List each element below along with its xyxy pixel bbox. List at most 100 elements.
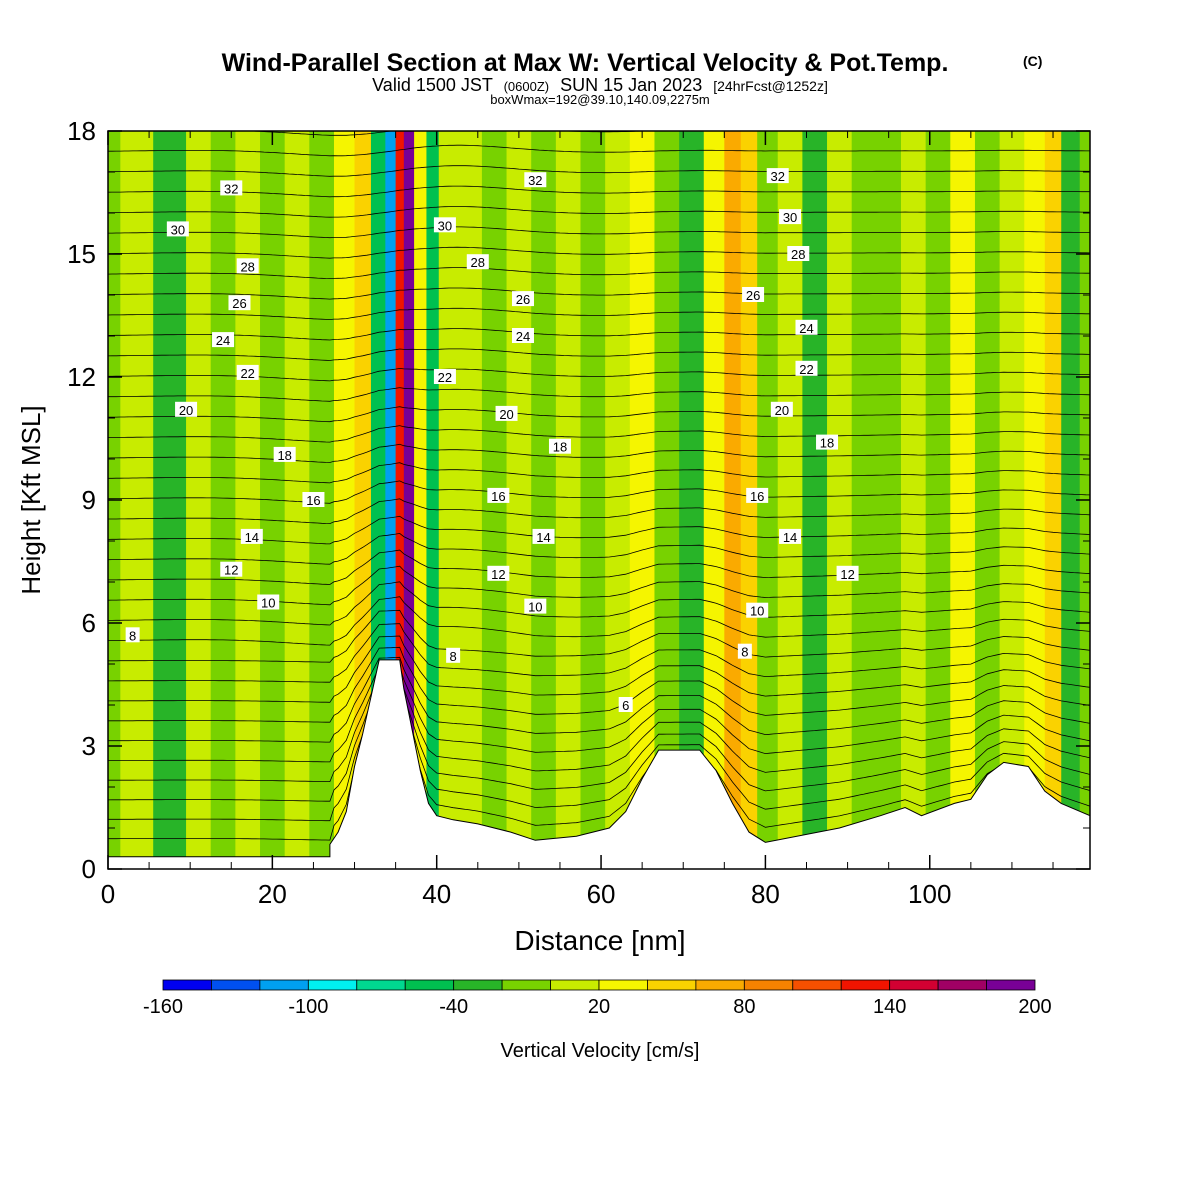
colorbar-swatch	[404, 979, 455, 991]
contour-label-text: 24	[799, 321, 813, 336]
contour-label: 14	[240, 528, 263, 545]
potential-temperature-contours	[108, 131, 1090, 841]
contour-label-text: 10	[528, 600, 542, 615]
contour-label-bg	[487, 487, 510, 503]
velocity-column	[438, 131, 458, 869]
contour-label-bg	[836, 565, 859, 581]
contour-label-bg	[795, 319, 818, 335]
colorbar-swatch	[162, 979, 212, 991]
copyright-mark: (C)	[1023, 53, 1042, 69]
contour-label-bg	[511, 328, 534, 343]
contour-label-bg	[524, 172, 547, 188]
contour-label-text: 30	[171, 222, 185, 237]
contour-label: 14	[779, 528, 802, 545]
velocity-column	[876, 131, 902, 869]
velocity-column	[506, 131, 532, 869]
contour-label-text: 8	[129, 628, 136, 643]
contour-label-bg	[787, 246, 810, 261]
contour-label-bg	[220, 180, 243, 196]
theta-contour-line	[108, 406, 1090, 423]
contour-label-text: 22	[799, 362, 813, 377]
contour-label: 28	[466, 254, 489, 270]
theta-contour-line	[108, 532, 1090, 565]
velocity-column	[777, 131, 803, 869]
colorbar-tick-label: 140	[873, 996, 906, 1018]
theta-contour-line	[108, 144, 1090, 157]
contour-label-text: 30	[783, 210, 797, 225]
contour-label-text: 26	[516, 292, 530, 307]
colorbar-tick-label: -160	[143, 996, 183, 1018]
colorbar-swatch	[211, 979, 261, 991]
y-tick-label: 12	[67, 362, 96, 392]
velocity-column	[654, 131, 680, 869]
theta-contour-line	[108, 515, 1090, 545]
velocity-column	[235, 131, 261, 869]
velocity-column	[629, 131, 655, 869]
contour-label-bg	[795, 360, 818, 376]
colorbar-swatch	[307, 979, 358, 991]
contour-label-bg	[166, 221, 189, 237]
contour-label: 20	[495, 405, 518, 422]
contour-label-bg	[495, 405, 518, 421]
contour-label: 18	[548, 438, 571, 455]
contour-label-bg	[779, 209, 802, 225]
contour-label: 16	[302, 492, 325, 508]
theta-contour-line	[108, 498, 1090, 525]
contour-label-bg	[175, 401, 198, 417]
contour-label-bg	[257, 594, 280, 610]
theta-contour-line	[108, 646, 1090, 723]
theta-contour-line	[108, 681, 1090, 822]
contour-label-bg	[220, 561, 243, 577]
colorbar-swatch	[259, 979, 309, 991]
contour-label-text: 12	[491, 567, 505, 582]
theta-contour-line	[108, 609, 1090, 663]
contour-label-text: 28	[240, 259, 254, 274]
contour-label-bg	[779, 528, 802, 544]
contour-label: 18	[816, 434, 839, 451]
contour-label-bg	[433, 217, 456, 233]
theta-contour-line	[108, 425, 1090, 443]
velocity-column	[580, 131, 606, 869]
velocity-column	[703, 131, 725, 869]
contour-label: 18	[273, 446, 296, 463]
theta-contour-line	[108, 287, 1090, 300]
plot-area	[108, 131, 1090, 869]
theta-contour-line	[108, 549, 1090, 585]
contour-label-text: 20	[775, 403, 789, 418]
velocity-column	[802, 131, 828, 869]
y-tick-label: 18	[67, 116, 96, 146]
contour-label: 12	[487, 565, 510, 582]
contour-label: 16	[487, 487, 510, 504]
contour-label-text: 18	[820, 436, 834, 451]
velocity-column	[403, 131, 415, 869]
theta-contour-line	[108, 635, 1090, 703]
theta-contour-line	[108, 462, 1090, 484]
contour-label-text: 14	[245, 530, 259, 545]
contour-label-text: 10	[261, 596, 275, 611]
contour-label-text: 12	[224, 563, 238, 578]
contour-label-bg	[487, 565, 510, 581]
x-tick-label: 80	[751, 879, 780, 909]
velocity-column	[210, 131, 236, 869]
contour-label: 30	[779, 209, 802, 225]
theta-contour-line	[108, 246, 1090, 259]
velocity-column	[555, 131, 582, 869]
velocity-column	[395, 131, 405, 869]
y-tick-label: 15	[67, 239, 96, 269]
colorbar-tick-label: 80	[733, 996, 755, 1018]
velocity-column	[724, 131, 742, 869]
contour-label-bg	[524, 598, 547, 614]
contour-label: 8	[125, 627, 140, 643]
contour-label-bg	[511, 291, 534, 307]
contour-label-text: 32	[224, 181, 238, 196]
colorbar-swatch	[840, 979, 891, 991]
theta-contour-line	[108, 348, 1090, 361]
contour-label: 24	[511, 328, 534, 344]
subtitle-valid-time: Valid 1500 JST	[372, 75, 493, 95]
velocity-column	[999, 131, 1025, 869]
contour-label-bg	[766, 168, 789, 184]
colorbar-swatch	[647, 979, 697, 991]
y-tick-label: 9	[82, 485, 96, 515]
colorbar-swatch	[743, 979, 794, 991]
colorbar-tick-label: 200	[1018, 996, 1051, 1018]
